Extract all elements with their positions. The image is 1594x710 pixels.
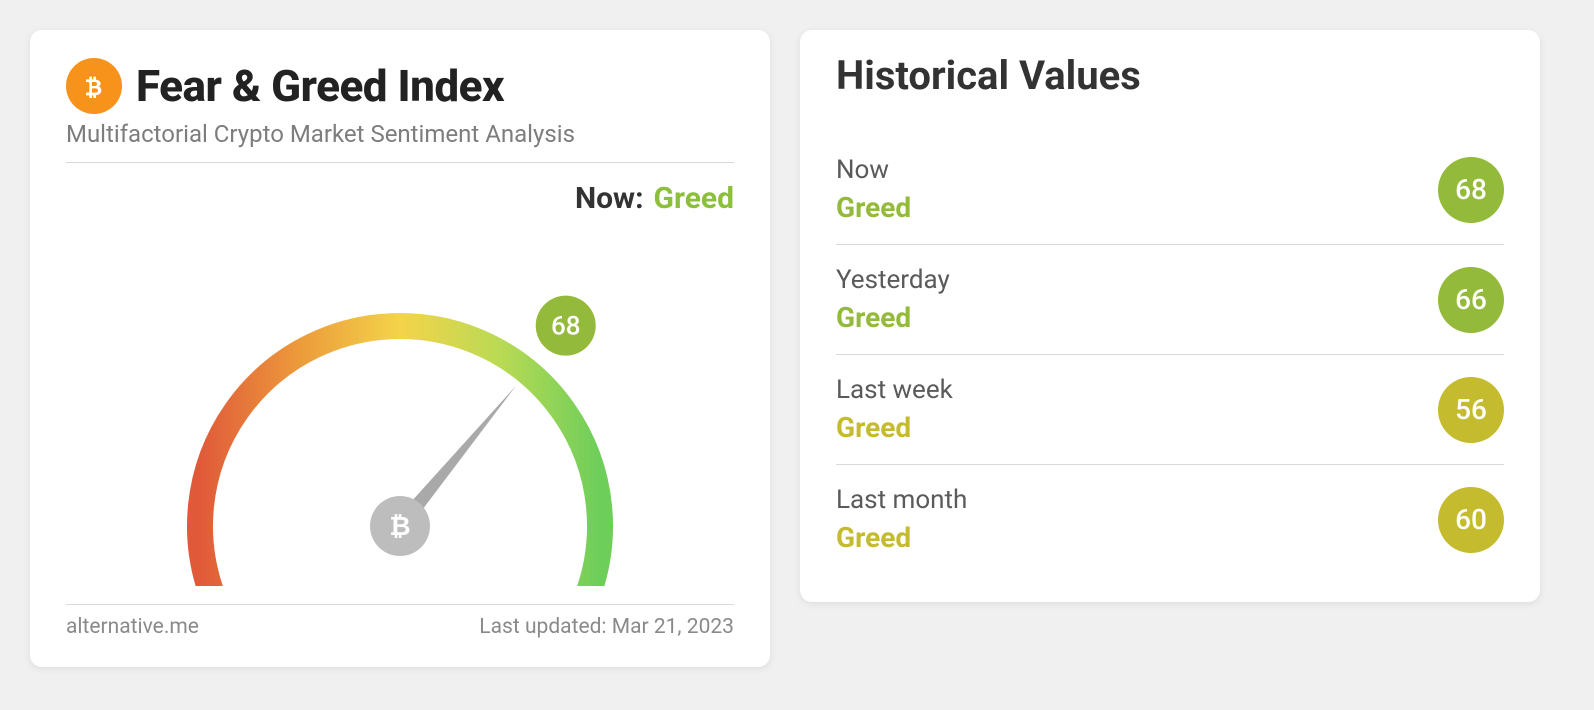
historical-classification: Greed [836, 411, 953, 444]
gauge-svg: ₿ 68 [120, 226, 680, 586]
index-footer: alternative.me Last updated: Mar 21, 202… [66, 615, 734, 639]
now-label: Now: [575, 181, 644, 216]
historical-title: Historical Values [836, 52, 1504, 99]
fear-greed-index-card: Fear & Greed Index Multifactorial Crypto… [30, 30, 770, 667]
historical-value-badge: 56 [1438, 377, 1504, 443]
historical-period: Yesterday [836, 265, 950, 295]
svg-text:68: 68 [551, 312, 581, 342]
source-label: alternative.me [66, 615, 199, 639]
gauge-chart: ₿ 68 [66, 226, 734, 586]
divider [66, 604, 734, 605]
historical-classification: Greed [836, 301, 950, 334]
now-classification: Greed [654, 181, 734, 216]
historical-values-card: Historical Values Now Greed 68 Yesterday Gre… [800, 30, 1540, 602]
last-updated: Last updated: Mar 21, 2023 [479, 615, 734, 639]
bitcoin-icon [66, 58, 122, 114]
historical-classification: Greed [836, 191, 911, 224]
historical-period: Now [836, 155, 911, 185]
now-row: Now: Greed [66, 181, 734, 216]
historical-value-badge: 60 [1438, 487, 1504, 553]
divider [66, 162, 734, 163]
historical-value-badge: 68 [1438, 157, 1504, 223]
index-title: Fear & Greed Index [136, 60, 504, 112]
historical-item: Last week Greed 56 [836, 355, 1504, 465]
historical-list: Now Greed 68 Yesterday Greed 66 Last week Greed… [836, 135, 1504, 574]
index-header: Fear & Greed Index [66, 58, 734, 114]
historical-period: Last week [836, 375, 953, 405]
bitcoin-glyph-icon [78, 70, 110, 102]
svg-text:₿: ₿ [389, 512, 410, 542]
historical-period: Last month [836, 485, 967, 515]
index-subtitle: Multifactorial Crypto Market Sentiment A… [66, 120, 734, 148]
historical-value-badge: 66 [1438, 267, 1504, 333]
historical-item: Yesterday Greed 66 [836, 245, 1504, 355]
historical-item: Last month Greed 60 [836, 465, 1504, 574]
historical-classification: Greed [836, 521, 967, 554]
historical-item: Now Greed 68 [836, 135, 1504, 245]
